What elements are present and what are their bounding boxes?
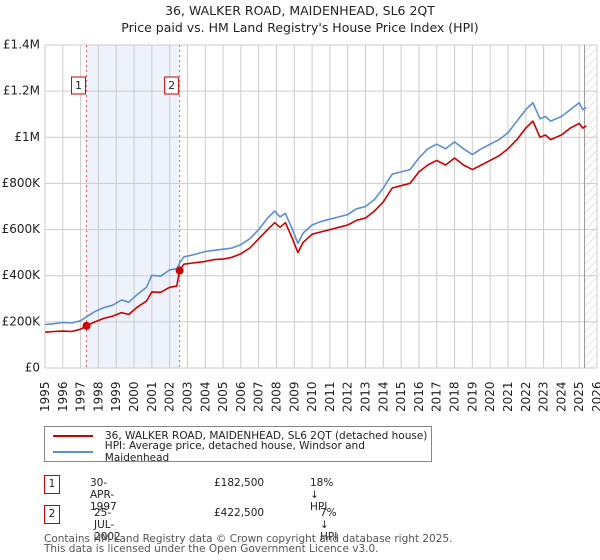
x-tick-label: 2000	[127, 381, 141, 412]
x-tick-label: 2021	[501, 381, 515, 412]
sale-label-number: 2	[168, 79, 175, 92]
x-tick-label: 1996	[56, 381, 70, 412]
x-tick-label: 2013	[359, 381, 373, 412]
legend-swatch-hpi	[53, 451, 93, 453]
x-tick-label: 2011	[323, 381, 337, 412]
x-tick-label: 2016	[412, 381, 426, 412]
x-tick-label: 2009	[287, 381, 301, 412]
x-tick-label: 2020	[483, 381, 497, 412]
x-tick-label: 2005	[216, 381, 230, 412]
sale-hpi-diff: 7% ↓ HPI	[320, 507, 338, 543]
x-tick-label: 2008	[269, 381, 283, 412]
x-tick-label: 2010	[305, 381, 319, 412]
footer-line-copyright: Contains HM Land Registry data © Crown c…	[44, 533, 453, 545]
x-tick-label: 2023	[537, 381, 551, 412]
x-tick-label: 2007	[252, 381, 266, 412]
legend-label-hpi: HPI: Average price, detached house, Wind…	[104, 440, 365, 464]
x-tick-label: 1997	[74, 381, 88, 412]
x-tick-label: 2014	[376, 381, 390, 412]
chart-subtitle: Price paid vs. HM Land Registry's House …	[121, 20, 479, 35]
x-tick-label: 2024	[554, 381, 568, 412]
x-tick-label: 2012	[341, 381, 355, 412]
legend-swatch-property	[53, 435, 93, 437]
chart-title: 36, WALKER ROAD, MAIDENHEAD, SL6 2QT	[165, 3, 435, 18]
price-chart: £0 £200K £400K £600K £800K £1M £1.2M £1.4M 1995…	[2, 38, 600, 413]
x-tick-label: 2022	[519, 381, 533, 412]
sale-label-number: 1	[75, 79, 82, 92]
x-tick-label: 1995	[38, 381, 52, 412]
x-tick-label: 2004	[198, 381, 212, 412]
x-tick-label: 2015	[394, 381, 408, 412]
sale-point	[82, 321, 91, 330]
y-tick-label: £0	[25, 361, 40, 375]
sale-hpi-diff: 18% ↓ HPI	[310, 477, 334, 513]
legend-item-hpi: HPI: Average price, detached house, Wind…	[45, 440, 431, 464]
y-tick-label: £200K	[2, 314, 42, 328]
future-hatch-group	[584, 45, 597, 368]
x-tick-label: 2006	[234, 381, 248, 412]
legend-label-property: 36, WALKER ROAD, MAIDENHEAD, SL6 2QT (de…	[105, 430, 428, 442]
attribution-footer: Contains HM Land Registry data © Crown c…	[44, 533, 453, 555]
x-tick-label: 2026	[590, 381, 600, 412]
legend: 36, WALKER ROAD, MAIDENHEAD, SL6 2QT (de…	[44, 426, 432, 464]
sale-number-badge: 1	[44, 475, 60, 494]
sale-number-badge: 2	[44, 505, 60, 524]
footer-line-licence: This data is licensed under the Open Gov…	[44, 543, 379, 555]
sale-point	[175, 266, 184, 275]
sale-markers	[82, 266, 184, 330]
future-hatch	[584, 45, 597, 368]
series-line-property	[45, 120, 587, 333]
shaded-region-group	[86, 45, 180, 368]
sale-date: 25-JUL-2002	[94, 507, 121, 543]
sale-label-box	[70, 76, 86, 95]
y-tick-label: £1M	[14, 130, 40, 144]
sale-price: £182,500	[214, 477, 265, 489]
y-tick-label: £1.2M	[3, 84, 40, 98]
x-tick-label: 2002	[163, 381, 177, 412]
sale-price: £422,500	[214, 507, 265, 519]
y-tick-label: £1.4M	[3, 38, 40, 52]
x-tick-label: 2017	[430, 381, 444, 412]
x-tick-label: 2018	[448, 381, 462, 412]
y-tick-label: £600K	[2, 222, 42, 236]
x-tick-label: 1998	[91, 381, 105, 412]
sale-date: 30-APR-1997	[90, 477, 117, 513]
sale-label-box	[164, 76, 180, 95]
series-group	[45, 101, 587, 333]
x-tick-label: 2003	[180, 381, 194, 412]
x-tick-label: 2001	[145, 381, 159, 412]
x-axis-ticks: 1995 1996 1997 1998 1999 2000 2001 2002 2003 2004…	[38, 381, 600, 412]
x-tick-label: 2019	[465, 381, 479, 412]
legend-item-property: 36, WALKER ROAD, MAIDENHEAD, SL6 2QT (de…	[45, 428, 427, 444]
shaded-region	[86, 45, 180, 368]
x-tick-label: 1999	[109, 381, 123, 412]
y-tick-label: £800K	[2, 176, 42, 190]
y-tick-label: £400K	[2, 268, 42, 282]
x-tick-label: 2025	[572, 381, 586, 412]
y-axis-ticks: £0 £200K £400K £600K £800K £1M £1.2M £1.4M	[2, 38, 42, 375]
series-line-hpi	[45, 101, 587, 326]
